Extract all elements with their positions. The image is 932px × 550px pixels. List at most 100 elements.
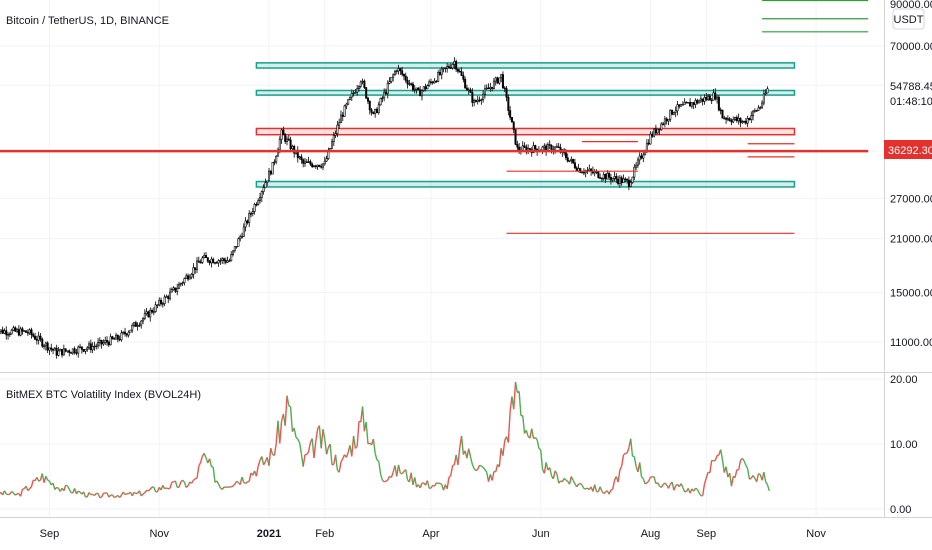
candle (413, 85, 416, 94)
candle (397, 64, 400, 75)
candle (296, 146, 299, 163)
candle (590, 168, 593, 176)
candle (338, 118, 341, 129)
vol-segment (322, 429, 326, 440)
candle (734, 116, 737, 122)
candle (357, 85, 360, 92)
vol-segment (149, 486, 153, 490)
candle (170, 287, 173, 293)
currency-button[interactable]: USDT (892, 8, 925, 30)
vol-segment (410, 472, 414, 485)
candle (52, 348, 55, 355)
candle (275, 155, 278, 165)
vol-segment (749, 477, 752, 480)
candle (269, 170, 272, 176)
candle (368, 100, 371, 115)
indicator-title[interactable]: BitMEX BTC Volatility Index (BVOL24H) (6, 389, 201, 401)
candle (95, 343, 98, 350)
candle (446, 63, 449, 73)
zone-red-2[interactable] (255, 127, 796, 136)
candle (406, 76, 409, 89)
candle (300, 154, 303, 164)
candle (746, 115, 749, 128)
vol-segment (167, 487, 171, 490)
marked-level-label: 36292.30 (888, 145, 932, 157)
candle (665, 117, 668, 125)
time-axis[interactable]: Sep Nov 2021 Feb Apr Jun Aug Sep Nov (40, 528, 827, 540)
vol-segment (531, 428, 535, 439)
vol-segment (3, 490, 7, 495)
vol-segment (307, 442, 312, 452)
vol-segment (563, 477, 567, 481)
candle (737, 113, 740, 125)
candle (370, 107, 373, 116)
vol-segment (695, 487, 698, 490)
candle (723, 115, 726, 120)
candle (347, 99, 350, 106)
currency-button-label[interactable]: USDT (894, 14, 924, 26)
vol-segment (610, 488, 613, 491)
vol-segment (315, 429, 319, 442)
vol-segment (426, 480, 430, 489)
candle (390, 76, 393, 84)
candle (334, 130, 337, 139)
candle (507, 94, 510, 116)
candle (473, 98, 476, 107)
candle (471, 88, 474, 107)
candle (451, 63, 454, 70)
candle (408, 79, 411, 87)
vol-segment (673, 485, 677, 491)
candle (377, 101, 380, 115)
marked-level-badge[interactable]: 36292.30 (884, 140, 932, 159)
vol-segment (619, 465, 623, 471)
vol-segment (514, 381, 519, 393)
candle (82, 349, 85, 353)
zone-teal-1[interactable] (255, 89, 796, 96)
vol-segment (741, 457, 745, 462)
candle (255, 202, 258, 207)
candle (555, 143, 558, 148)
vol-segment (147, 488, 151, 492)
vol-segment (558, 480, 562, 484)
candle (73, 346, 76, 355)
candle (312, 165, 315, 168)
vol-tick-label: 10.00 (890, 439, 918, 451)
candle (491, 86, 494, 92)
candle (392, 73, 395, 82)
vol-segment (27, 488, 31, 492)
vol-segment (106, 492, 110, 498)
drawn-zones[interactable] (255, 62, 796, 188)
candle (498, 77, 501, 85)
candle (482, 90, 485, 103)
vol-segment (45, 475, 49, 481)
volatility-axis[interactable]: 20.00 10.00 0.00 (890, 374, 918, 516)
time-tick-label: Nov (149, 528, 169, 540)
candle (654, 124, 657, 136)
candle (251, 207, 254, 217)
vol-segment (63, 484, 67, 492)
vol-segment (419, 483, 423, 489)
candle (379, 97, 382, 106)
price-axis[interactable]: 90000.00 70000.00 27000.00 21000.00 15000.00… (890, 0, 932, 349)
candle (708, 93, 711, 101)
symbol-title[interactable]: Bitcoin / TetherUS, 1D, BINANCE (6, 15, 169, 27)
candle (626, 178, 629, 184)
zone-teal-3[interactable] (255, 180, 796, 188)
candle (89, 339, 92, 354)
candle (205, 252, 208, 258)
vol-segment (115, 494, 119, 498)
candle (230, 251, 233, 262)
zone-teal-0[interactable] (255, 62, 796, 69)
vol-segment (279, 420, 283, 444)
vol-segment (325, 447, 330, 455)
vol-segment (191, 480, 195, 484)
candle (257, 198, 260, 206)
candle (62, 344, 65, 356)
drawn-lines[interactable] (0, 0, 869, 234)
vol-segment (338, 461, 342, 473)
vol-segment (484, 469, 488, 473)
candle (460, 67, 463, 76)
vol-segment (166, 487, 169, 490)
vol-segment (356, 421, 360, 447)
